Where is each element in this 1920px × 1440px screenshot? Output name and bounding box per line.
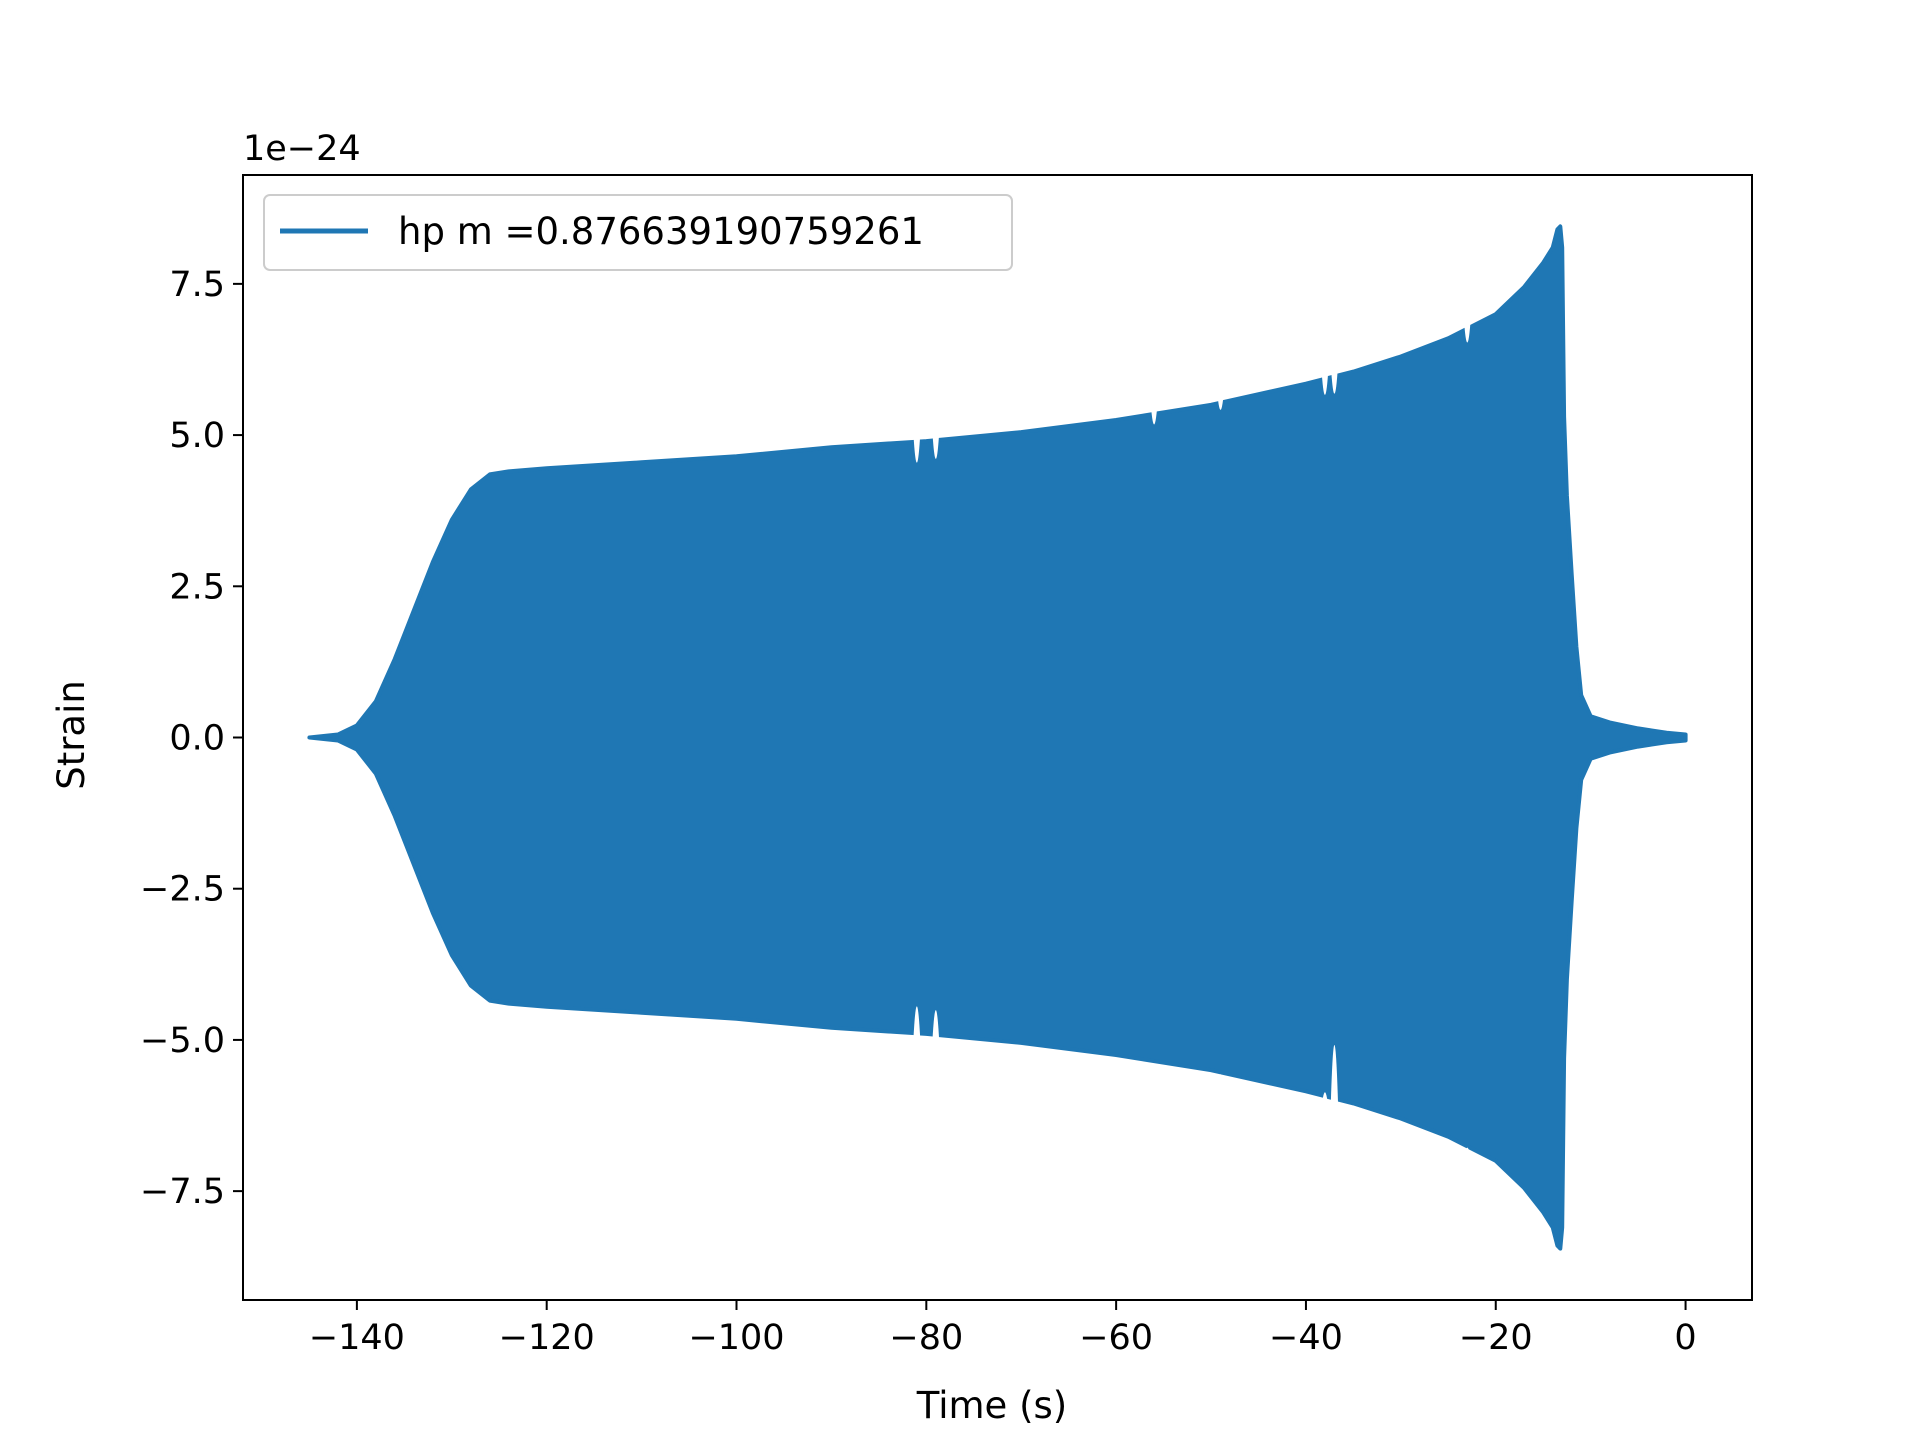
series-hp-dip-upper — [1216, 384, 1225, 410]
series-hp-dip-lower — [1463, 1147, 1472, 1165]
legend: hp m =0.876639190759261 — [263, 194, 1013, 271]
x-tick-label: −80 — [889, 1318, 963, 1358]
series-hp-dip-lower — [1150, 1065, 1159, 1080]
x-tick-label: −20 — [1459, 1318, 1533, 1358]
series-hp-dip-lower — [912, 1006, 921, 1052]
series-hp-envelope — [307, 224, 1688, 1251]
x-axis: −140 −120 −100 −80 −60 −40 −20 0 — [309, 1300, 1697, 1358]
y-tick-label: −7.5 — [140, 1172, 225, 1212]
y-tick-label: −2.5 — [140, 870, 225, 910]
plot-area — [307, 224, 1688, 1251]
series-hp-dip-upper — [1150, 395, 1159, 425]
y-tick-label: 0.0 — [169, 719, 225, 759]
x-tick-label: 0 — [1674, 1318, 1696, 1358]
x-tick-label: −60 — [1079, 1318, 1153, 1358]
x-tick-label: −120 — [499, 1318, 595, 1358]
series-hp-dip-upper — [931, 422, 940, 459]
y-tick-label: −5.0 — [140, 1021, 225, 1061]
x-tick-label: −140 — [309, 1318, 405, 1358]
series-hp-dip-upper — [1320, 360, 1329, 395]
y-tick-label: 7.5 — [169, 265, 225, 305]
series-hp-dip-lower — [1320, 1092, 1329, 1115]
x-axis-label: Time (s) — [916, 1384, 1067, 1427]
series-hp-dip-lower — [1330, 1045, 1339, 1117]
y-tick-label: 5.0 — [169, 416, 225, 456]
series-hp-dip-upper — [912, 423, 921, 463]
legend-box — [263, 194, 1013, 271]
series-hp-dip-upper — [1330, 358, 1339, 394]
series-hp-dip-upper — [1463, 310, 1472, 343]
y-axis: −7.5 −5.0 −2.5 0.0 2.5 5.0 7.5 — [140, 265, 243, 1212]
y-axis-label: Strain — [50, 680, 93, 790]
y-offset-text: 1e−24 — [243, 129, 361, 169]
x-tick-label: −100 — [688, 1318, 784, 1358]
x-tick-label: −40 — [1269, 1318, 1343, 1358]
series-hp-dip-lower — [931, 1010, 940, 1053]
y-tick-label: 2.5 — [169, 567, 225, 607]
series-hp-dip-lower — [1216, 1074, 1225, 1091]
legend-entry-label: hp m =0.876639190759261 — [398, 210, 924, 253]
